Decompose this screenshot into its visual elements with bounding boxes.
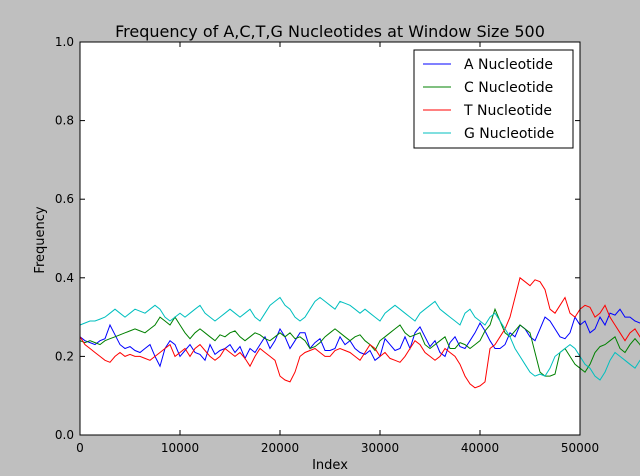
chart-title: Frequency of A,C,T,G Nucleotides at Wind… — [115, 22, 545, 41]
legend-label-2: C Nucleotide — [464, 80, 553, 96]
y-tick-label: 1.0 — [55, 35, 74, 49]
y-tick-label: 0.8 — [55, 114, 74, 128]
legend-label-3: T Nucleotide — [463, 103, 552, 119]
x-tick-label: 0 — [76, 441, 84, 455]
x-axis-label: Index — [312, 458, 348, 473]
x-tick-label: 40000 — [461, 441, 499, 455]
series-line-4 — [79, 296, 640, 381]
axis-layer: 0 10000 20000 30000 40000 50000 0.0 0.2 0.4 0.6 0.… — [55, 35, 599, 455]
y-axis-label: Frequency — [33, 206, 48, 273]
x-tick-label: 20000 — [261, 441, 299, 455]
x-tick-label: 50000 — [561, 441, 599, 455]
x-tick-label: 30000 — [361, 441, 399, 455]
y-tick-label: 0.6 — [55, 192, 74, 206]
y-tick-label: 0.4 — [55, 271, 74, 285]
x-tick-label: 10000 — [161, 441, 199, 455]
plot-frame — [79, 41, 581, 436]
legend-label-4: G Nucleotide — [464, 126, 554, 142]
legend: A Nucleotide C Nucleotide T Nucleotide G Nu… — [413, 49, 574, 149]
y-tick-label: 0.2 — [55, 349, 74, 363]
legend-box — [413, 49, 574, 149]
y-tick-label: 0.0 — [55, 428, 74, 442]
series-line-2 — [79, 307, 640, 377]
legend-label-1: A Nucleotide — [464, 57, 553, 73]
